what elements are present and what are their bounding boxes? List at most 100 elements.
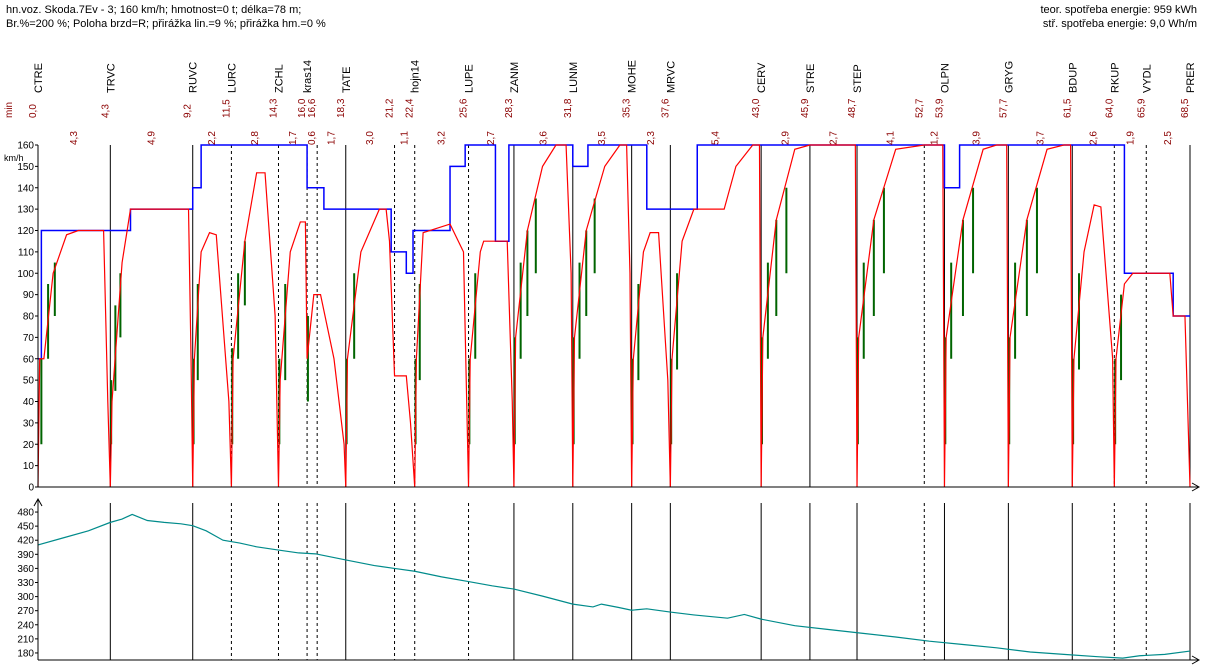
segment-time: 3,7 [1035, 131, 1046, 145]
station-time: 16,0 [297, 98, 308, 118]
station-time: 45,9 [800, 98, 811, 118]
elevation-y-tick-label: 330 [17, 578, 34, 589]
station-name: ZANM [509, 62, 521, 93]
elevation-series [37, 513, 1191, 659]
station-name: STRE [805, 64, 817, 93]
speed-y-tick-label: 150 [17, 162, 34, 173]
station-time: 25,6 [459, 98, 470, 118]
speed-y-tick-label: 20 [23, 440, 35, 451]
speed-y-tick-label: 30 [23, 418, 35, 429]
station-name: VYDL [1141, 64, 1153, 93]
station-name: RKUP [1109, 62, 1121, 93]
speed-x-axis-arrow [1191, 482, 1201, 492]
station-name: MRVC [665, 61, 677, 93]
segment-time: 2,2 [207, 131, 218, 145]
segment-time: 2,7 [828, 131, 839, 145]
speed-y-tick-label: 140 [17, 183, 34, 194]
train-parameters-line2: Br.%=200 %; Poloha brzd=R; přirážka lin.… [6, 18, 326, 30]
station-name: MOHE [627, 60, 639, 93]
station-labels: min CTRE 0,0 TRVC 4,3 RUVC 9,2 LURC 11,5 ZCHL 14,3… [4, 60, 1197, 145]
station-time: 31,8 [563, 98, 574, 118]
station-time: 21,2 [385, 98, 396, 118]
station-time: 4,3 [100, 104, 111, 118]
station-time: 22,4 [405, 98, 416, 118]
station-time: 64,0 [1104, 98, 1115, 118]
speed-limit-series [38, 144, 1190, 360]
train-parameters: hn.voz. Skoda.7Ev - 3; 160 km/h; hmotnos… [6, 3, 326, 31]
station-time: 53,9 [934, 98, 945, 118]
station-time: 57,7 [998, 98, 1009, 118]
segment-time: 2,5 [1163, 131, 1174, 145]
station-name: PRER [1185, 62, 1197, 93]
segment-time: 0,6 [307, 131, 318, 145]
station-time: 52,7 [914, 98, 925, 118]
segment-time: 2,7 [486, 131, 497, 145]
station-time: 65,9 [1136, 98, 1147, 118]
station-name: ZCHL [273, 64, 285, 93]
elevation-line [37, 513, 1191, 659]
speed-profile-line [37, 144, 1191, 488]
train-parameters-line1: hn.voz. Skoda.7Ev - 3; 160 km/h; hmotnos… [6, 4, 302, 16]
segment-time: 2,8 [250, 131, 261, 145]
station-time: 14,3 [268, 98, 279, 118]
speed-y-tick-label: 100 [17, 269, 34, 280]
station-name: CERV [756, 62, 768, 93]
station-name: LUNM [568, 62, 580, 93]
speed-y-tick-label: 160 [17, 141, 34, 152]
elevation-y-axis-arrow [33, 497, 43, 507]
station-name: RUVC [188, 62, 200, 93]
speed-y-unit-label: km/h [4, 153, 24, 163]
elevation-y-tick-label: 360 [17, 564, 34, 575]
elevation-y-tick-label: 450 [17, 522, 34, 533]
station-time: 16,6 [307, 98, 318, 118]
segment-time: 1,2 [929, 131, 940, 145]
segment-time: 1,1 [400, 131, 411, 145]
station-name: hojn14 [410, 60, 422, 93]
station-name: BDUP [1067, 62, 1079, 93]
station-time: 68,5 [1180, 98, 1191, 118]
speed-y-tick-label: 120 [17, 226, 34, 237]
segment-time: 1,7 [288, 131, 299, 145]
station-name: TATE [341, 67, 353, 93]
axes: 0 10 20 30 40 50 60 70 80 90 100 110 120 130 140 150 160… [4, 141, 1201, 665]
speed-y-tick-label: 110 [18, 247, 34, 258]
segment-time: 3,6 [538, 131, 549, 145]
energy-summary: teor. spotřeba energie: 959 kWh stř. spo… [1040, 3, 1197, 31]
station-lines [37, 145, 1191, 660]
station-time: 11,5 [221, 99, 232, 118]
speed-y-tick-label: 60 [23, 354, 35, 365]
station-name: STEP [852, 64, 864, 93]
station-time: 18,3 [336, 98, 347, 118]
speed-y-tick-label: 40 [23, 397, 35, 408]
segment-time: 2,6 [1088, 131, 1099, 145]
speed-limit-line [38, 144, 1190, 360]
elevation-y-tick-label: 390 [17, 550, 34, 561]
segment-time: 1,7 [326, 131, 337, 145]
station-name: LURC [226, 63, 238, 93]
elevation-x-axis-arrow [1191, 655, 1201, 665]
station-time: 48,7 [847, 98, 858, 118]
station-name: CTRE [33, 63, 45, 93]
station-time: 28,3 [504, 98, 515, 118]
energy-specific: stř. spotřeba energie: 9,0 Wh/m [1042, 18, 1197, 30]
station-name: TRVC [105, 63, 117, 93]
elevation-y-tick-label: 210 [17, 634, 34, 645]
segment-time: 2,3 [646, 131, 657, 145]
segment-time: 3,0 [365, 131, 376, 145]
speed-y-tick-label: 0 [28, 483, 34, 494]
segment-time: 1,9 [1125, 131, 1136, 145]
speed-y-tick-label: 130 [17, 205, 34, 216]
segment-time: 5,4 [711, 131, 722, 145]
station-time: 61,5 [1062, 98, 1073, 118]
time-unit-label: min [4, 102, 15, 118]
segment-time: 3,5 [597, 131, 608, 145]
elevation-y-tick-label: 270 [17, 606, 34, 617]
elevation-y-tick-label: 180 [17, 648, 34, 659]
segment-time: 4,9 [147, 131, 158, 145]
segment-time: 2,9 [781, 131, 792, 145]
speed-profile-series [37, 144, 1191, 488]
station-name: kras14 [302, 60, 314, 93]
speed-y-tick-label: 90 [23, 290, 35, 301]
energy-theoretical: teor. spotřeba energie: 959 kWh [1040, 4, 1197, 16]
elevation-y-tick-label: 480 [17, 508, 34, 519]
